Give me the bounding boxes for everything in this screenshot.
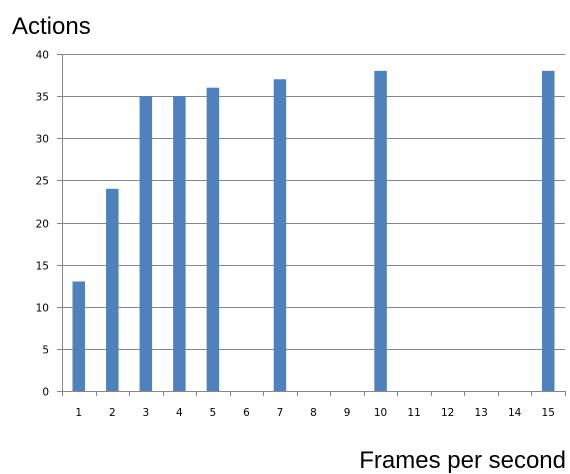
x-tick-labels: 1 2 3 4 5 6 7 8 9 10 11 12 13 14 15: [75, 407, 554, 419]
x-tick-label: 5: [210, 407, 217, 419]
bar-5: [206, 87, 220, 391]
bar-4: [173, 96, 186, 391]
y-tick-label: 5: [42, 345, 49, 357]
x-tick-label: 2: [109, 407, 116, 419]
y-axis-title: Actions: [12, 13, 91, 40]
y-tick-labels: 0 5 10 15 20 25 30 35 40: [36, 50, 49, 399]
x-tick-label: 13: [474, 407, 487, 419]
x-tick-label: 3: [142, 407, 149, 419]
x-tick-label: 8: [310, 407, 317, 419]
x-tick-label: 6: [243, 407, 250, 419]
bar-2: [106, 188, 119, 391]
bars: [72, 70, 555, 392]
y-tick-label: 10: [36, 303, 49, 315]
bar-3: [139, 96, 153, 391]
y-tick-label: 30: [36, 134, 49, 146]
y-tick-label: 15: [36, 261, 49, 273]
x-tick-label: 15: [542, 407, 555, 419]
bar-10: [374, 70, 387, 391]
x-tick-label: 9: [344, 407, 351, 419]
y-tick-label: 35: [36, 92, 49, 104]
x-tick-label: 1: [75, 407, 82, 419]
bar-1: [72, 281, 86, 391]
y-tick-label: 25: [36, 176, 49, 188]
bar-15: [541, 70, 555, 391]
bar-7: [273, 79, 287, 392]
y-tick-label: 0: [42, 387, 49, 399]
x-tick-label: 11: [407, 407, 420, 419]
x-tick-label: 7: [277, 407, 284, 419]
y-tick-label: 20: [36, 219, 49, 231]
y-tick-label: 40: [36, 50, 49, 62]
x-axis-title: Frames per second: [359, 447, 566, 474]
axes: [57, 54, 566, 396]
x-tick-label: 4: [176, 407, 183, 419]
gridlines: [62, 54, 565, 350]
x-tick-label: 14: [508, 407, 522, 419]
x-tick-label: 12: [441, 407, 454, 419]
x-tick-label: 10: [374, 407, 387, 419]
